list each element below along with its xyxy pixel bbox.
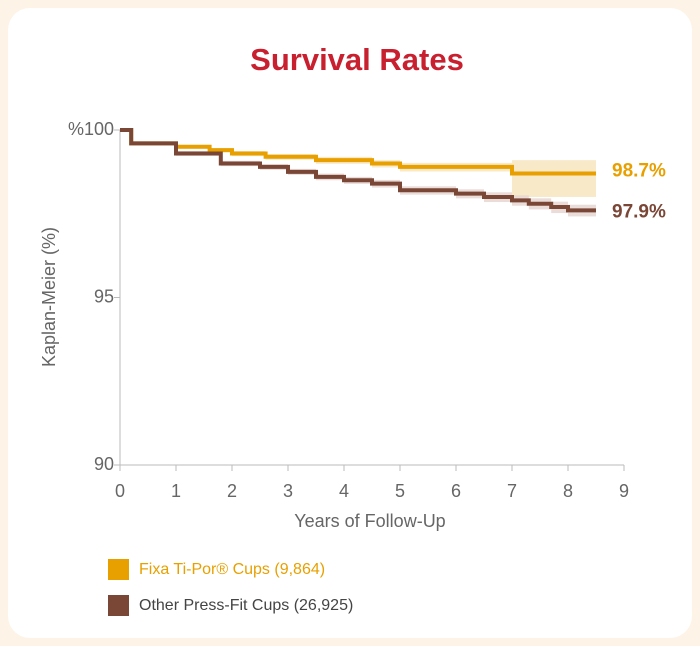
y-tick-label: 90 <box>94 454 114 474</box>
x-tick-label: 0 <box>115 481 125 501</box>
x-tick-label: 1 <box>171 481 181 501</box>
x-tick-label: 6 <box>451 481 461 501</box>
y-axis-label: Kaplan-Meier (%) <box>39 227 59 367</box>
x-axis-label: Years of Follow-Up <box>294 511 445 531</box>
x-tick-label: 3 <box>283 481 293 501</box>
legend-label: Other Press-Fit Cups (26,925) <box>139 597 353 614</box>
x-tick-label: 8 <box>563 481 573 501</box>
x-tick-label: 5 <box>395 481 405 501</box>
x-tick-label: 4 <box>339 481 349 501</box>
x-tick-label: 7 <box>507 481 517 501</box>
y-tick-label: 95 <box>94 286 114 306</box>
legend-swatch <box>108 595 129 616</box>
x-tick-label: 9 <box>619 481 629 501</box>
legend-label: Fixa Ti-Por® Cups (9,864) <box>139 561 325 578</box>
end-label: 97.9% <box>612 201 666 222</box>
confidence-band <box>512 160 596 197</box>
x-tick-label: 2 <box>227 481 237 501</box>
card <box>8 8 692 638</box>
end-label: 98.7% <box>612 161 666 182</box>
legend-swatch <box>108 559 129 580</box>
y-tick-label: %100 <box>68 119 114 139</box>
survival-line <box>120 128 596 213</box>
chart-title: Survival Rates <box>250 42 464 77</box>
